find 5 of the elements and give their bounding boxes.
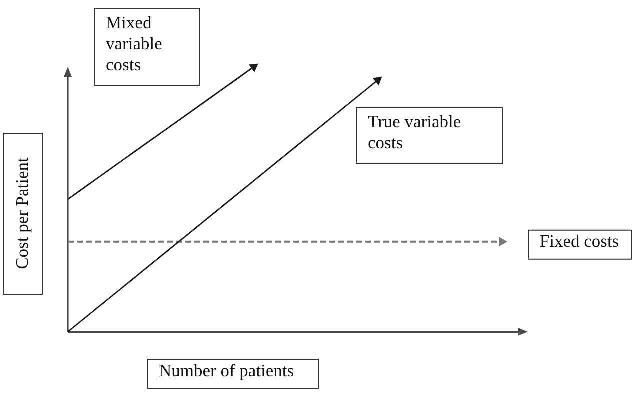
- text: Mixed variable costs: [106, 12, 163, 74]
- y-axis-title: Cost per Patient: [12, 157, 32, 270]
- series-label: Fixed costs: [540, 231, 620, 252]
- x-axis-title: Number of patients: [159, 360, 294, 380]
- series-label: True variable costs: [368, 112, 462, 153]
